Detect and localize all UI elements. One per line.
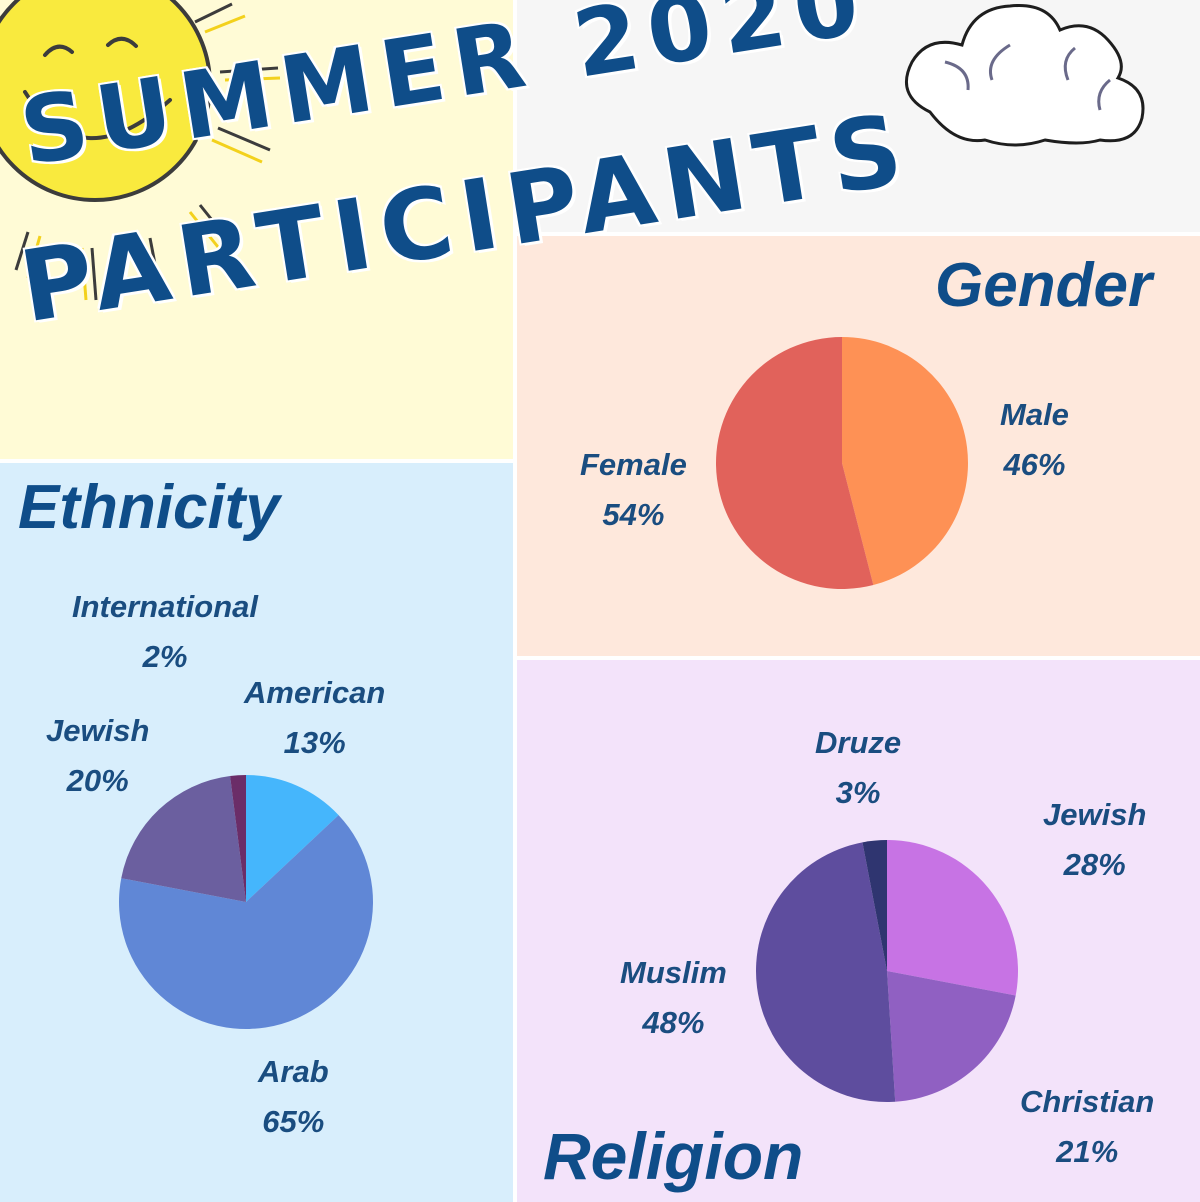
religion-slice-christian	[887, 971, 1016, 1102]
ethnicity-heading: Ethnicity	[18, 473, 280, 542]
ethnicity-slice-american	[246, 775, 339, 902]
slice-label-druze: Druze 3%	[815, 725, 902, 810]
religion-heading: Religion	[543, 1119, 804, 1193]
slice-label-male: Male 46%	[1000, 397, 1069, 482]
ethnicity-slice-jewish	[121, 776, 246, 902]
slice-label-arab: Arab 65%	[258, 1054, 329, 1139]
ethnicity-slice-arab	[118, 815, 373, 1029]
gender-slice-female	[716, 337, 874, 590]
gender-slice-male	[842, 337, 969, 586]
gender-heading: Gender	[935, 251, 1153, 320]
slice-label-american: American 13%	[244, 675, 386, 760]
religion-slice-muslim	[756, 842, 896, 1102]
ethnicity-slice-international	[230, 775, 246, 902]
slice-label-female: Female 54%	[580, 447, 687, 532]
religion-slice-druze	[862, 840, 887, 971]
religion-slice-jewish	[887, 840, 1019, 996]
decoration-layer	[0, 0, 1145, 301]
cloud-icon	[904, 4, 1145, 147]
sun-icon	[0, 0, 281, 301]
slice-label-international: International 2%	[72, 589, 259, 674]
slice-label-christian: Christian 21%	[1020, 1084, 1155, 1169]
slice-label-jewish-religion: Jewish 28%	[1043, 797, 1147, 882]
slice-label-muslim: Muslim 48%	[620, 955, 727, 1040]
slice-label-jewish-ethnicity: Jewish 20%	[46, 713, 150, 798]
